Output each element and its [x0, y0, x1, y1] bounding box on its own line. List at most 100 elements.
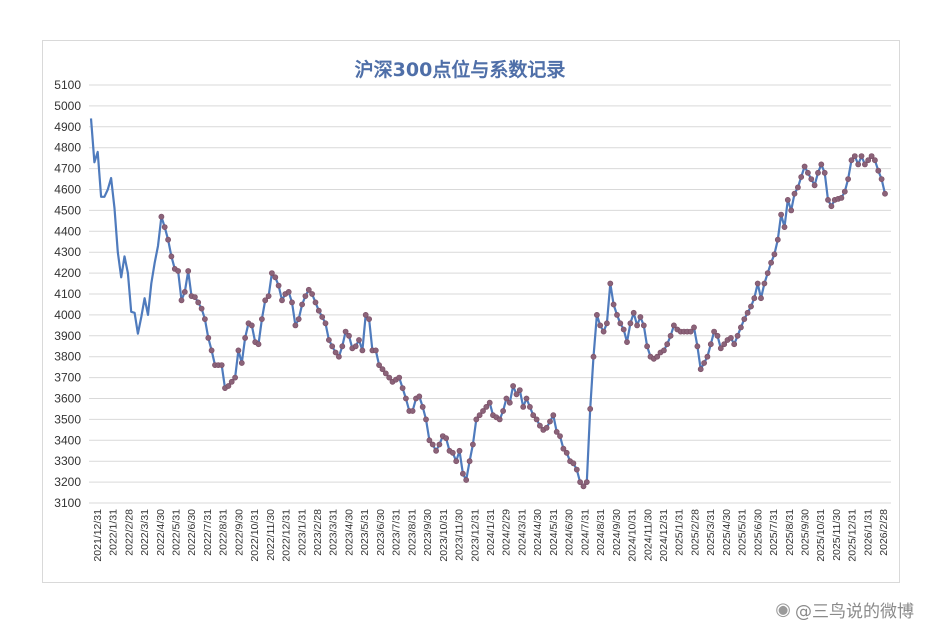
data-point — [396, 374, 403, 381]
data-point — [376, 362, 382, 368]
data-point — [667, 332, 674, 339]
x-tick-label: 2025/1/31 — [674, 509, 686, 556]
data-point — [590, 353, 597, 360]
data-point — [523, 395, 530, 402]
data-point — [168, 253, 175, 260]
data-point — [764, 270, 771, 276]
data-point — [573, 466, 580, 473]
data-point — [627, 320, 634, 327]
data-point — [536, 422, 543, 429]
data-point — [728, 334, 734, 341]
data-point — [778, 211, 784, 218]
data-point — [346, 332, 352, 339]
data-point — [738, 324, 744, 331]
data-point — [191, 294, 198, 300]
data-point — [262, 297, 269, 304]
data-point — [530, 412, 537, 419]
data-point — [761, 280, 768, 287]
data-point — [476, 412, 483, 419]
data-point — [714, 332, 721, 339]
chart-svg: 沪深300点位与系数记录 3100 3200 3300 3400 3500 3600 370… — [54, 58, 891, 562]
data-point — [644, 343, 650, 350]
data-point — [640, 322, 647, 329]
data-point — [181, 288, 188, 295]
x-tick-label: 2022/2/28 — [123, 509, 135, 556]
data-point — [402, 395, 409, 402]
x-tick-label: 2024/4/30 — [532, 509, 544, 556]
data-point — [443, 435, 449, 442]
data-point — [362, 311, 369, 318]
data-point — [664, 341, 671, 348]
data-point — [510, 383, 516, 389]
data-point — [597, 322, 604, 329]
y-tick-label: 3400 — [54, 433, 81, 447]
data-point — [265, 293, 272, 299]
x-tick-label: 2023/4/30 — [343, 509, 355, 556]
x-tick-label: 2024/10/31 — [627, 509, 639, 562]
x-tick-label: 2022/9/30 — [233, 509, 245, 556]
data-point — [687, 328, 694, 335]
x-tick-label: 2024/5/31 — [548, 509, 560, 556]
data-point — [795, 184, 801, 191]
data-point — [366, 316, 372, 322]
x-tick-label: 2024/12/31 — [658, 509, 670, 562]
data-point — [620, 326, 627, 333]
data-point — [419, 403, 426, 410]
y-tick-label: 5000 — [54, 99, 81, 113]
data-point — [459, 470, 466, 477]
data-point — [433, 447, 439, 454]
data-point — [704, 353, 711, 360]
x-tick-label: 2024/11/30 — [642, 509, 654, 561]
data-point — [335, 353, 342, 360]
x-tick-label: 2022/8/31 — [218, 509, 230, 556]
data-point — [312, 299, 319, 306]
x-tick-label: 2023/2/28 — [312, 509, 324, 556]
y-tick-label: 3800 — [54, 350, 81, 364]
data-point — [570, 460, 577, 467]
data-point — [158, 213, 165, 220]
data-point — [818, 161, 825, 168]
data-point — [506, 399, 513, 406]
data-point — [225, 383, 232, 389]
data-point — [175, 268, 181, 274]
x-tick-label: 2023/6/30 — [375, 509, 387, 556]
data-point — [352, 343, 359, 350]
data-point — [325, 337, 332, 343]
data-point — [825, 196, 831, 203]
x-tick-label: 2025/12/31 — [847, 509, 859, 562]
data-point — [416, 393, 423, 400]
data-point — [594, 311, 600, 318]
data-point — [379, 366, 386, 373]
y-axis: 3100 3200 3300 3400 3500 3600 3700 3800 3900 4000… — [54, 78, 81, 510]
data-point — [758, 295, 764, 302]
data-point — [242, 334, 248, 341]
y-tick-label: 3500 — [54, 412, 81, 426]
data-point — [560, 445, 567, 452]
data-point — [386, 374, 393, 381]
data-point — [828, 203, 835, 210]
data-point — [185, 268, 192, 274]
x-tick-label: 2025/3/31 — [705, 509, 717, 556]
data-point — [604, 320, 610, 327]
data-point — [637, 314, 644, 320]
x-tick-label: 2024/9/30 — [611, 509, 623, 556]
data-point — [748, 303, 754, 310]
data-point — [382, 370, 389, 377]
data-point — [473, 416, 480, 423]
data-point — [717, 345, 724, 352]
data-point — [607, 280, 614, 287]
data-point — [550, 412, 557, 419]
data-point — [201, 316, 208, 322]
x-tick-label: 2025/9/30 — [800, 509, 812, 556]
data-point — [342, 328, 349, 335]
data-point — [399, 385, 406, 391]
x-tick-label: 2021/12/31 — [92, 509, 104, 562]
data-point — [195, 299, 202, 306]
data-point — [784, 196, 791, 203]
data-point — [198, 305, 205, 312]
y-tick-label: 4400 — [54, 224, 81, 238]
x-tick-label: 2023/1/31 — [296, 509, 308, 556]
data-point — [516, 387, 523, 393]
data-point — [577, 479, 583, 485]
data-point — [208, 347, 215, 354]
